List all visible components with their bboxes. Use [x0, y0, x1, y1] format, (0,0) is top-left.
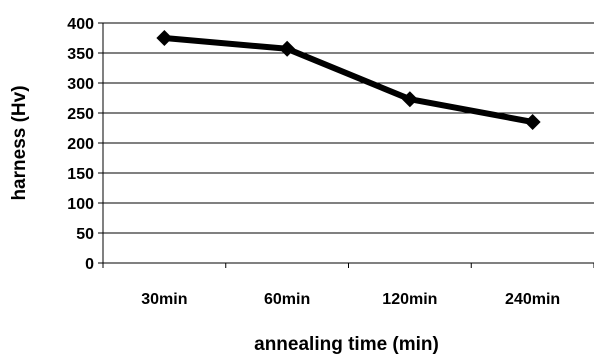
gridlines [103, 22, 594, 234]
y-tick-label: 100 [67, 196, 94, 213]
data-point [156, 30, 173, 46]
y-tick-label: 0 [85, 256, 94, 273]
x-tick-label: 240min [505, 291, 560, 308]
y-tick-label: 250 [67, 106, 94, 123]
axes [98, 22, 594, 268]
x-tick-label: 30min [141, 291, 187, 308]
x-tick-label: 60min [264, 291, 310, 308]
y-tick-label: 350 [67, 46, 94, 63]
data-point [279, 40, 296, 57]
series-group [156, 30, 541, 130]
x-axis-title: annealing time (min) [254, 334, 439, 354]
y-axis-title: harness (Hv) [9, 85, 30, 200]
y-tick-label: 150 [67, 166, 94, 183]
y-tick-label: 400 [67, 16, 94, 33]
data-point [524, 114, 541, 130]
y-tick-label: 200 [67, 136, 94, 153]
x-tick-label: 120min [382, 291, 437, 308]
data-point [401, 91, 418, 108]
series-line [164, 35, 534, 125]
x-tick-labels: 30min 60min 120min 240min [141, 291, 560, 308]
y-tick-label: 50 [76, 226, 94, 243]
y-tick-label: 300 [67, 76, 94, 93]
y-tick-labels: 0 50 100 150 200 250 300 350 400 [67, 16, 94, 273]
